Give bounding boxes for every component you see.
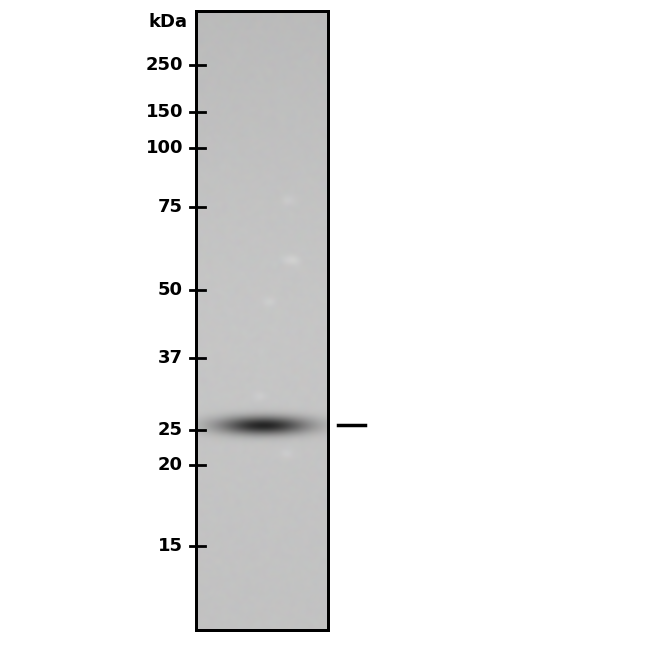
Text: 15: 15 [158,537,183,555]
Text: 50: 50 [158,281,183,299]
Text: kDa: kDa [149,13,188,31]
Text: 20: 20 [158,456,183,474]
Text: 150: 150 [146,103,183,121]
Text: 25: 25 [158,421,183,439]
Text: 250: 250 [146,56,183,74]
Text: 75: 75 [158,198,183,216]
Text: 100: 100 [146,139,183,157]
Text: 37: 37 [158,349,183,367]
